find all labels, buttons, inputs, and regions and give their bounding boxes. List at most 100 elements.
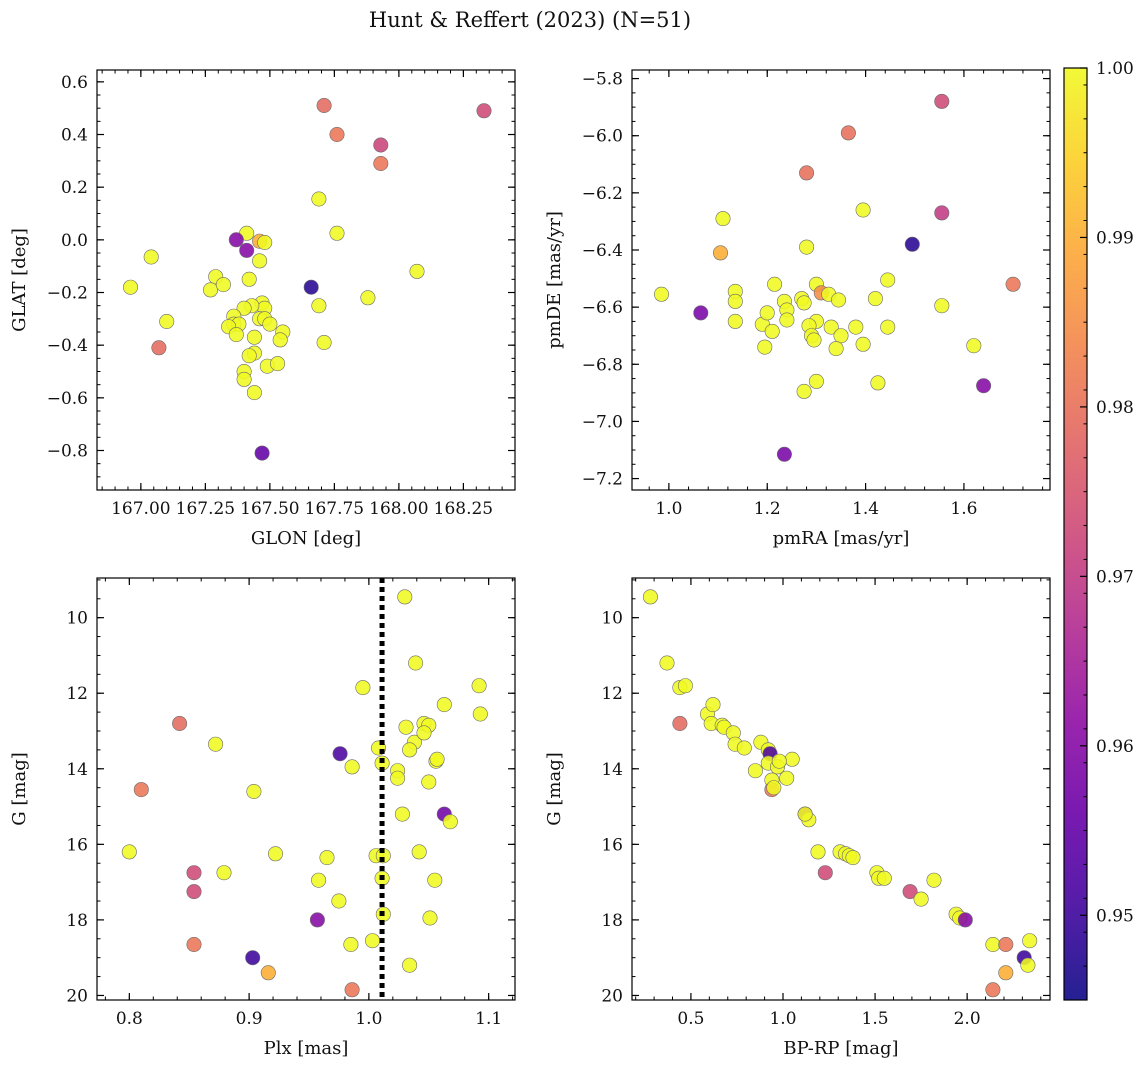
scatter-point bbox=[784, 751, 800, 767]
scatter-point bbox=[779, 312, 795, 328]
scatter-point bbox=[796, 295, 812, 311]
scatter-point bbox=[840, 125, 856, 141]
scatter-point bbox=[311, 872, 327, 888]
scatter-point bbox=[779, 770, 795, 786]
x-tick-label: 1.2 bbox=[754, 499, 781, 519]
x-tick-label: 1.0 bbox=[769, 1009, 796, 1029]
scatter-point bbox=[186, 865, 202, 881]
panel-pmra-pmde: 1.0 1.2 1.4 1.6 −7.2 −7.0 −6.8 −6.6 −6.4 −6.2 −6.0… bbox=[544, 69, 1051, 549]
scatter-point bbox=[653, 286, 669, 302]
scatter-point bbox=[913, 891, 929, 907]
scatter-point bbox=[998, 936, 1014, 952]
x-tick-label: 1.0 bbox=[655, 499, 682, 519]
points-bprp-g bbox=[642, 589, 1038, 998]
scatter-point bbox=[810, 844, 826, 860]
scatter-point bbox=[421, 774, 437, 790]
scatter-point bbox=[329, 127, 345, 143]
scatter-point bbox=[926, 872, 942, 888]
scatter-point bbox=[390, 770, 406, 786]
scatter-point bbox=[776, 446, 792, 462]
x-axis-label: Plx [mas] bbox=[264, 1038, 349, 1059]
scatter-point bbox=[727, 313, 743, 329]
scatter-point bbox=[422, 910, 438, 926]
scatter-point bbox=[262, 316, 278, 332]
scatter-point bbox=[236, 371, 252, 387]
y-tick-label: 0.2 bbox=[61, 178, 88, 198]
scatter-point bbox=[985, 936, 1001, 952]
y-tick-label: 16 bbox=[66, 835, 88, 855]
scatter-point bbox=[806, 332, 822, 348]
x-tick-label: 1.6 bbox=[950, 499, 977, 519]
scatter-point bbox=[123, 279, 139, 295]
scatter-point bbox=[855, 336, 871, 352]
x-tick-label: 0.8 bbox=[116, 1009, 143, 1029]
scatter-point bbox=[880, 272, 896, 288]
scatter-point bbox=[311, 191, 327, 207]
points-pmra-pmde bbox=[653, 93, 1021, 462]
y-axis-label: G [mag] bbox=[9, 752, 30, 825]
scatter-point bbox=[270, 356, 286, 372]
y-tick-label: −6.8 bbox=[582, 355, 623, 375]
scatter-point bbox=[186, 884, 202, 900]
scatter-point bbox=[303, 279, 319, 295]
scatter-point bbox=[1005, 276, 1021, 292]
scatter-point bbox=[246, 329, 262, 345]
axes-frame bbox=[631, 69, 1051, 491]
scatter-point bbox=[394, 806, 410, 822]
y-tick-label: −6.4 bbox=[582, 241, 623, 261]
scatter-point bbox=[693, 305, 709, 321]
scatter-point bbox=[966, 338, 982, 354]
scatter-point bbox=[172, 715, 188, 731]
scatter-point bbox=[436, 697, 452, 713]
scatter-point bbox=[373, 137, 389, 153]
scatter-point bbox=[364, 933, 380, 949]
y-tick-label: −0.6 bbox=[47, 389, 88, 409]
scatter-point bbox=[332, 746, 348, 762]
points-plx-g bbox=[121, 589, 488, 998]
axes-frame bbox=[96, 69, 516, 491]
scatter-point bbox=[329, 225, 345, 241]
scatter-point bbox=[397, 589, 413, 605]
points-glon-glat bbox=[123, 98, 492, 461]
y-tick-label: 10 bbox=[601, 609, 623, 629]
x-axis-label: pmRA [mas/yr] bbox=[773, 528, 910, 549]
scatter-point bbox=[311, 298, 327, 314]
scatter-point bbox=[757, 339, 773, 355]
y-tick-label: 0.4 bbox=[61, 126, 88, 146]
x-tick-label: 0.9 bbox=[236, 1009, 263, 1029]
scatter-point bbox=[902, 884, 918, 900]
scatter-point bbox=[260, 965, 276, 981]
x-tick-label: 167.75 bbox=[305, 499, 364, 519]
colorbar-tick-label: 0.96 bbox=[1096, 737, 1134, 757]
y-tick-label: −6.0 bbox=[582, 127, 623, 147]
y-tick-label: 0.6 bbox=[61, 73, 88, 93]
scatter-point bbox=[208, 736, 224, 752]
y-tick-label: −6.2 bbox=[582, 184, 623, 204]
y-tick-label: −6.6 bbox=[582, 298, 623, 318]
colorbar-tick-label: 1.00 bbox=[1096, 59, 1134, 79]
scatter-point bbox=[998, 965, 1014, 981]
scatter-point bbox=[143, 249, 159, 265]
scatter-point bbox=[736, 740, 752, 756]
figure-title: Hunt & Reffert (2023) (N=51) bbox=[369, 8, 691, 32]
scatter-point bbox=[1022, 933, 1038, 949]
scatter-point bbox=[344, 759, 360, 775]
scatter-point bbox=[344, 982, 360, 998]
y-axis-label: pmDE [mas/yr] bbox=[544, 211, 565, 349]
scatter-point bbox=[808, 373, 824, 389]
scatter-point bbox=[934, 205, 950, 221]
scatter-point bbox=[316, 334, 332, 350]
scatter-point bbox=[316, 98, 332, 114]
scatter-point bbox=[203, 282, 219, 298]
scatter-point bbox=[904, 236, 920, 252]
scatter-point bbox=[747, 763, 763, 779]
scatter-point bbox=[1020, 957, 1036, 973]
scatter-point bbox=[402, 742, 418, 758]
scatter-point bbox=[759, 305, 775, 321]
x-axis-label: BP-RP [mag] bbox=[783, 1038, 898, 1059]
scatter-point bbox=[764, 323, 780, 339]
x-tick-label: 1.5 bbox=[862, 1009, 889, 1029]
y-tick-label: 16 bbox=[601, 835, 623, 855]
panel-plx-g: 0.8 0.9 1.0 1.1 10 12 14 16 18 20 Plx [mas] G [mag] bbox=[9, 577, 516, 1059]
colorbar-tick-label: 0.95 bbox=[1096, 906, 1134, 926]
